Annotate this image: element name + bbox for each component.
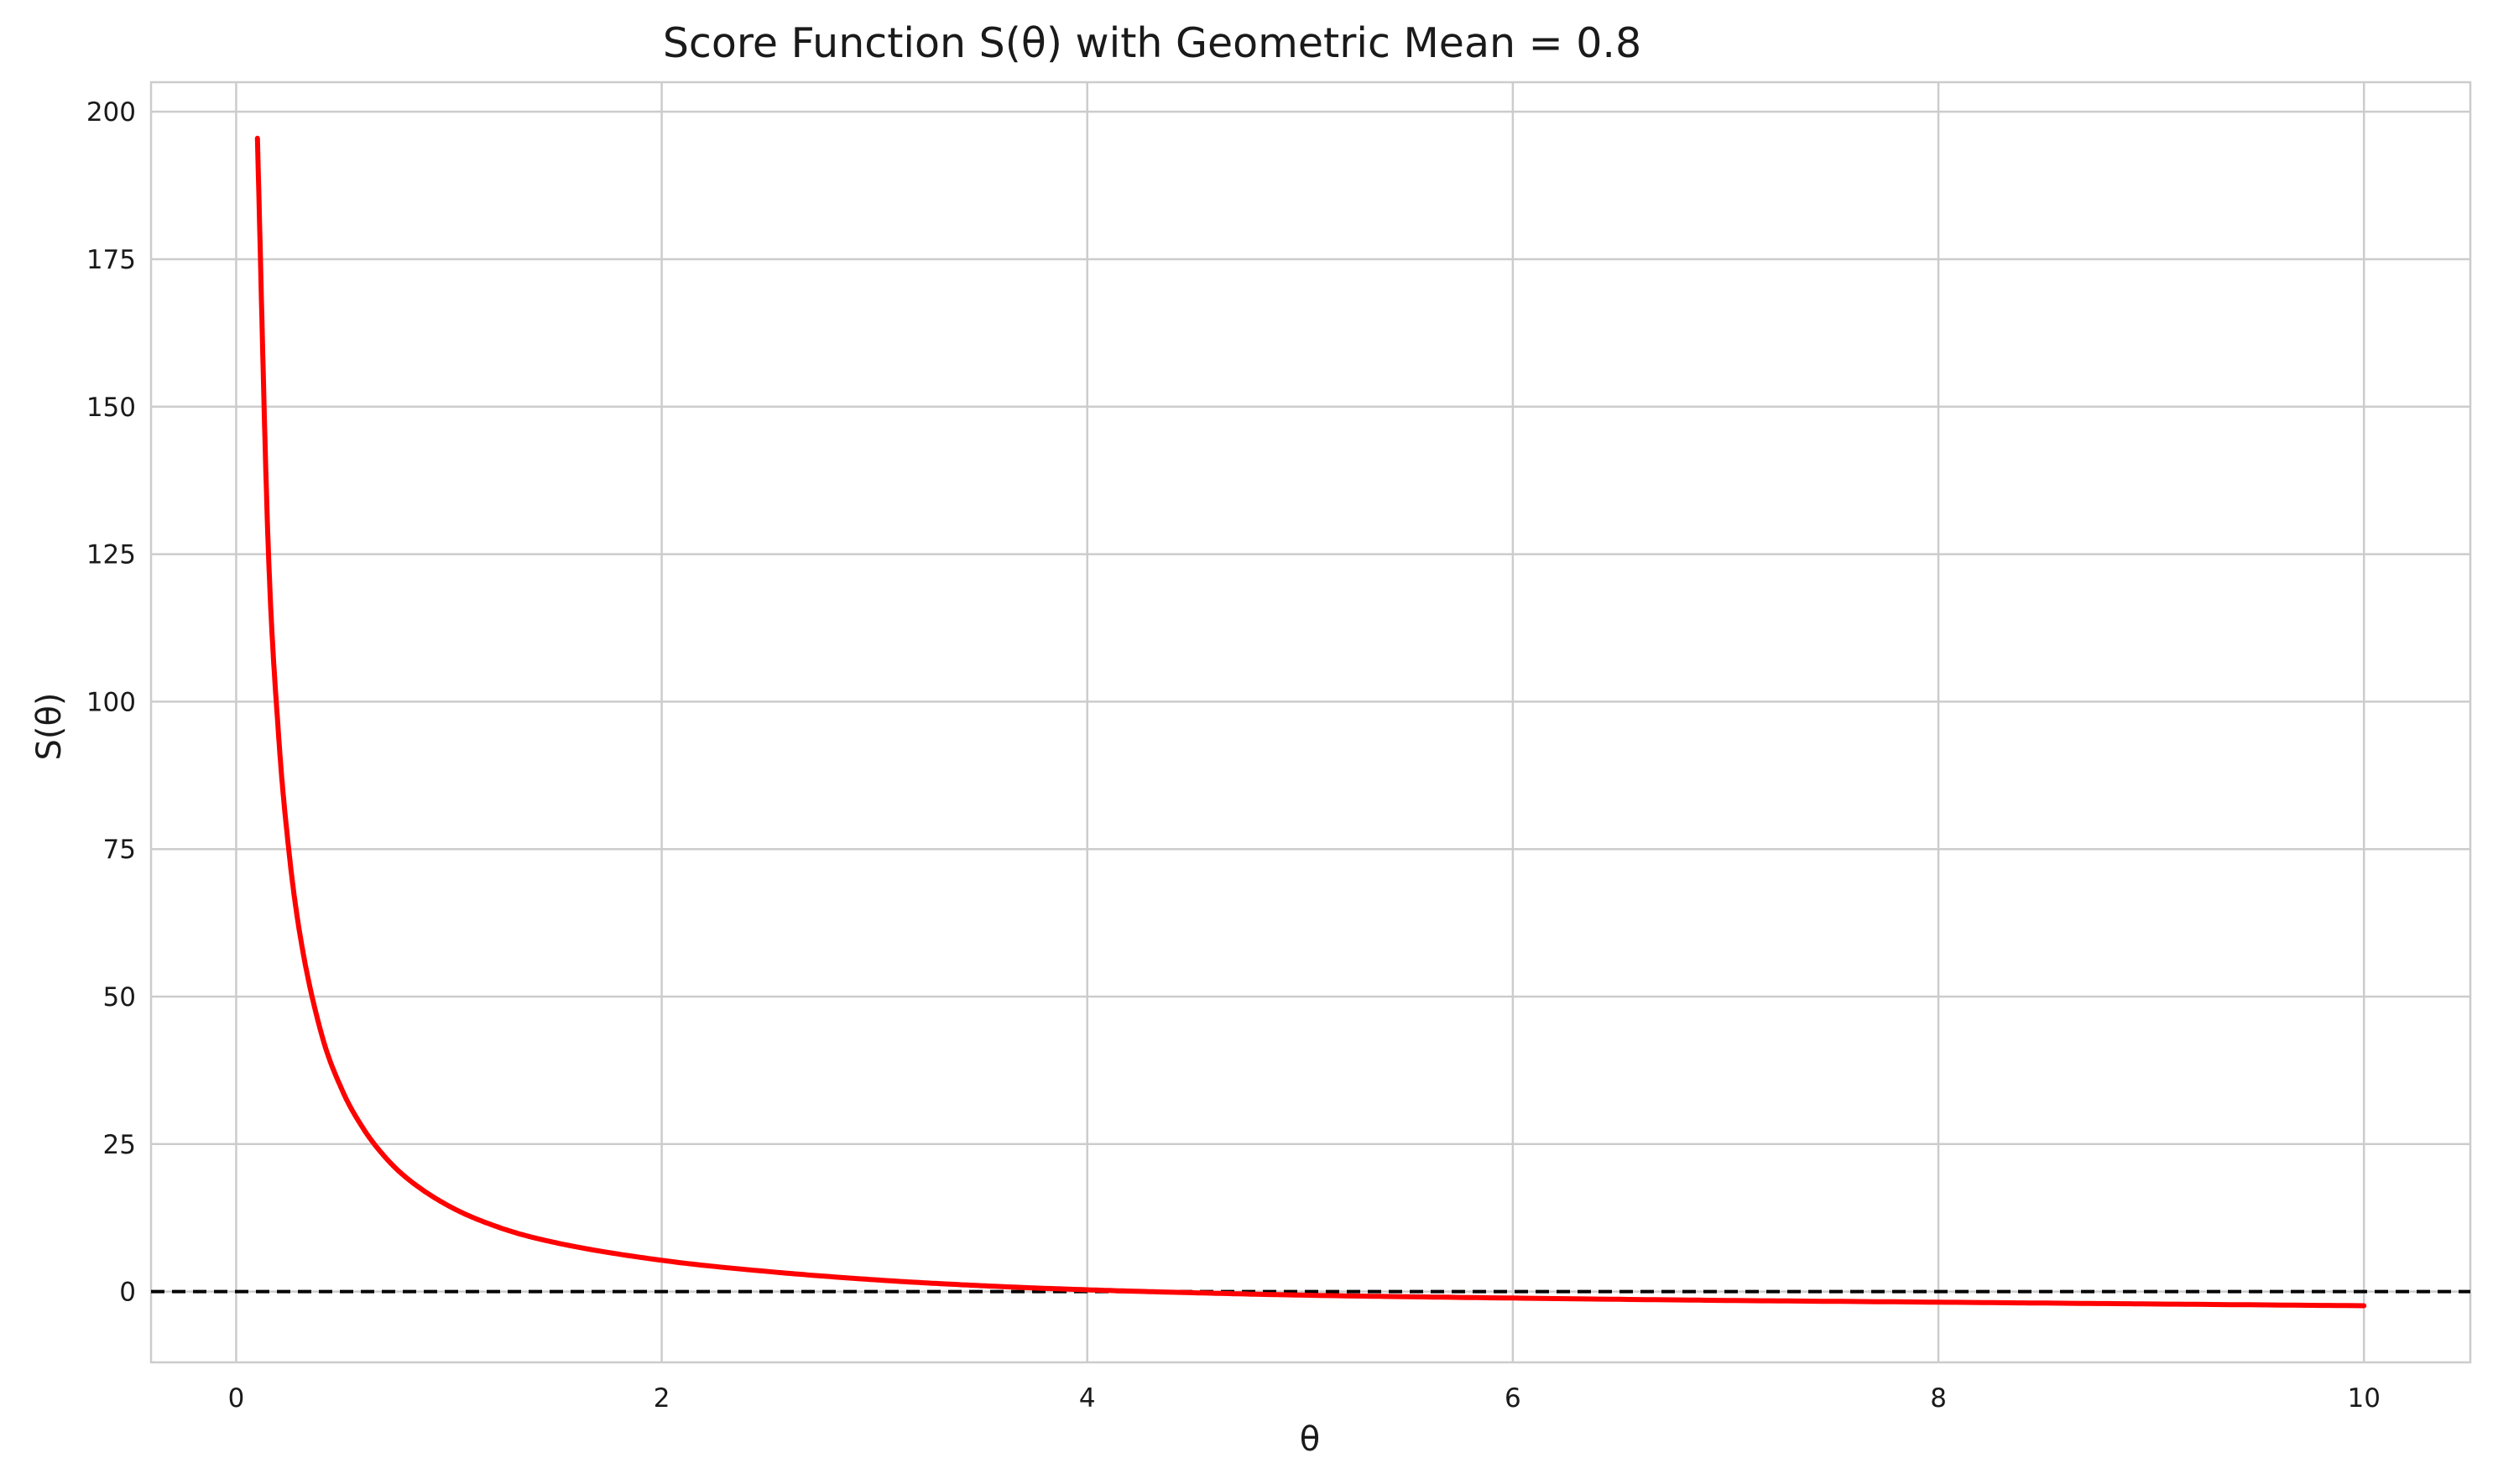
x-tick-label: 4 [1079,1383,1096,1414]
x-tick-labels: 0 2 4 6 8 10 [228,1383,2381,1414]
x-axis-title: θ [1300,1420,1320,1459]
score-function-line [254,135,2367,1309]
y-tick-label: 75 [103,835,136,865]
chart-title: Score Function S(θ) with Geometric Mean … [663,19,1641,67]
plot-frame [149,81,2472,1364]
y-tick-label: 25 [103,1130,136,1160]
y-tick-labels: 0 25 50 75 100 125 150 175 200 [86,97,136,1307]
y-tick-label: 175 [86,245,136,275]
gridlines [151,82,2470,1362]
y-tick-label: 125 [86,540,136,570]
y-axis-title: S(θ) [30,692,69,760]
x-tick-label: 0 [228,1383,245,1414]
y-tick-label: 50 [103,982,136,1013]
x-tick-label: 8 [1930,1383,1947,1414]
x-tick-label: 2 [654,1383,670,1414]
x-tick-label: 10 [2347,1383,2380,1414]
y-tick-label: 0 [119,1278,136,1308]
y-tick-label: 200 [86,97,136,128]
x-tick-label: 6 [1505,1383,1521,1414]
y-tick-label: 100 [86,687,136,717]
y-tick-label: 150 [86,393,136,423]
